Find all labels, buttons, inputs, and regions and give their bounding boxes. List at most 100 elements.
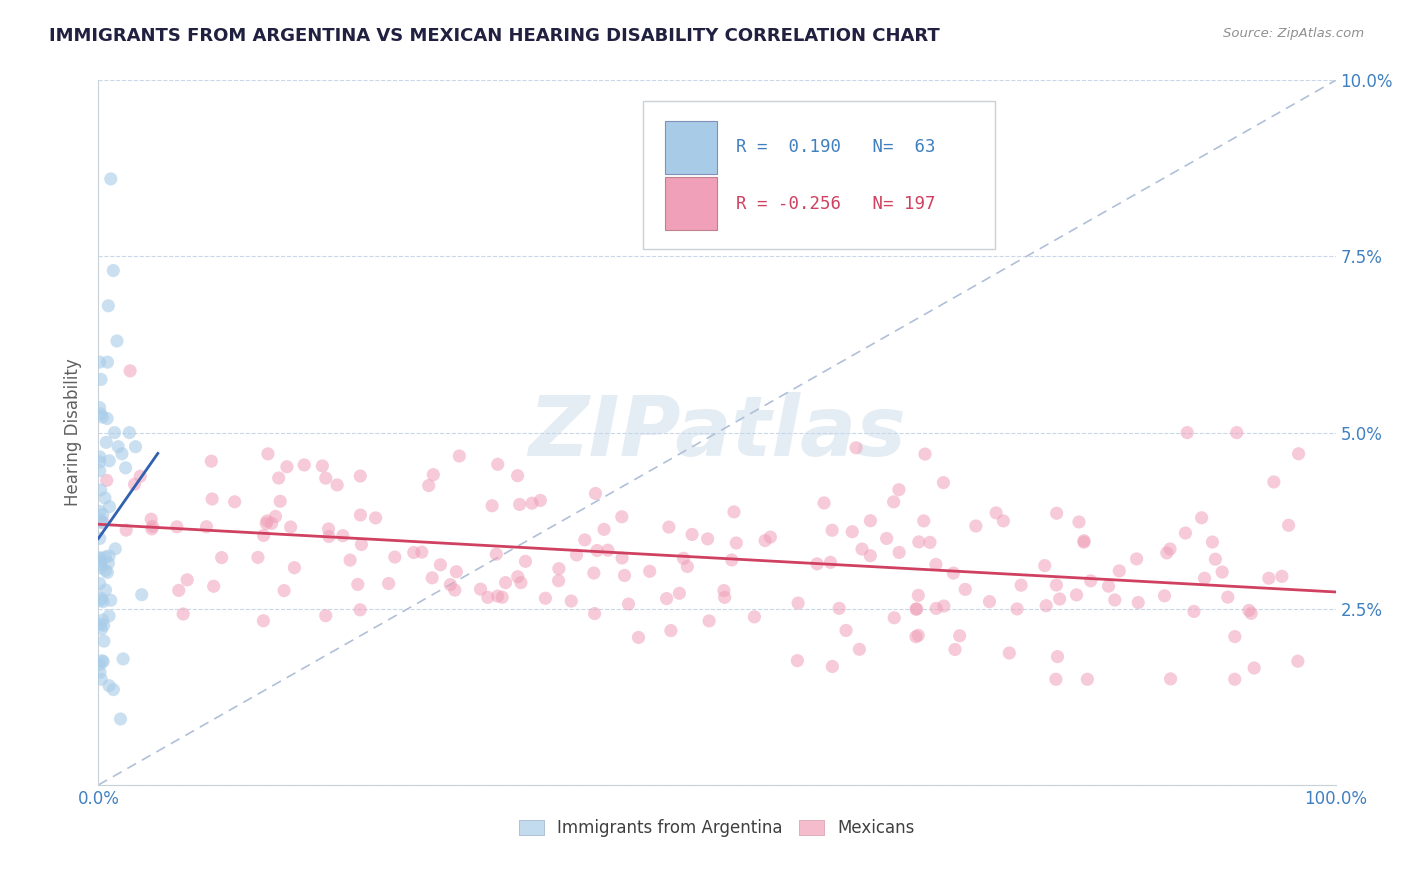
Point (339, 553, 361, 567)
Point (411, 545, 433, 559)
Point (280, 520, 302, 534)
Point (658, 520, 681, 534)
Point (267, 471, 290, 485)
Point (851, 542, 873, 557)
Point (443, 583, 465, 598)
Point (98, 454, 121, 468)
Point (547, 574, 569, 588)
Point (141, 512, 163, 526)
Point (585, 486, 607, 500)
Point (914, 447, 936, 461)
Point (1174, 526, 1197, 541)
Point (104, 541, 127, 556)
Point (1153, 589, 1175, 603)
Point (560, 594, 582, 608)
Point (89, 617, 111, 632)
Point (377, 576, 399, 591)
Point (115, 523, 138, 537)
Point (932, 599, 955, 613)
Point (131, 588, 153, 602)
Point (1045, 673, 1067, 687)
Point (422, 467, 444, 482)
Point (114, 460, 136, 475)
Point (668, 586, 690, 600)
Point (876, 532, 898, 546)
Point (515, 554, 537, 568)
Point (925, 558, 948, 572)
Point (311, 458, 333, 473)
Point (582, 566, 605, 580)
Point (806, 557, 828, 571)
Point (100, 172, 122, 186)
Point (593, 522, 616, 536)
Point (481, 499, 503, 513)
Point (105, 334, 128, 348)
Point (1073, 533, 1095, 548)
Point (326, 478, 349, 492)
Point (1046, 649, 1069, 664)
Point (89, 657, 111, 672)
Point (91, 613, 114, 627)
Point (1045, 578, 1067, 592)
Point (548, 562, 571, 576)
Point (446, 565, 468, 579)
Point (283, 560, 305, 574)
Point (94, 582, 117, 597)
Point (200, 454, 222, 468)
Point (509, 497, 531, 511)
Point (786, 654, 808, 668)
Point (100, 593, 122, 607)
Point (89, 455, 111, 469)
Point (167, 583, 190, 598)
Point (1204, 552, 1226, 566)
Point (1216, 590, 1239, 604)
Point (998, 646, 1021, 660)
Point (112, 652, 135, 666)
Point (529, 493, 551, 508)
Point (90, 407, 112, 421)
Point (91, 655, 114, 669)
Point (195, 520, 218, 534)
Point (610, 509, 633, 524)
Point (1226, 425, 1249, 440)
Point (246, 550, 269, 565)
Point (1156, 546, 1178, 560)
Point (254, 516, 277, 531)
Point (90, 622, 112, 636)
Point (1237, 603, 1260, 617)
Point (96, 355, 118, 369)
Point (1191, 510, 1213, 524)
Point (1159, 541, 1181, 556)
Point (828, 601, 851, 615)
Point (491, 591, 513, 605)
Point (979, 594, 1001, 608)
Point (110, 712, 132, 726)
Point (124, 440, 146, 454)
Point (350, 537, 373, 551)
Point (1010, 578, 1032, 592)
Point (759, 530, 782, 544)
Point (91, 594, 114, 608)
Point (672, 551, 695, 566)
Point (1182, 604, 1205, 618)
Point (449, 449, 471, 463)
Point (349, 469, 371, 483)
Point (506, 468, 529, 483)
Point (583, 607, 606, 621)
Point (965, 519, 987, 533)
Point (1278, 518, 1301, 533)
Point (90, 372, 112, 386)
Point (97, 556, 120, 570)
Point (534, 591, 557, 606)
Point (89, 665, 111, 680)
Point (943, 642, 966, 657)
Point (1125, 552, 1147, 566)
Point (276, 459, 298, 474)
Point (118, 425, 141, 440)
Point (318, 529, 340, 543)
Point (1288, 447, 1310, 461)
Point (942, 566, 965, 580)
Point (96, 474, 118, 488)
Point (1033, 558, 1056, 573)
Point (166, 520, 188, 534)
